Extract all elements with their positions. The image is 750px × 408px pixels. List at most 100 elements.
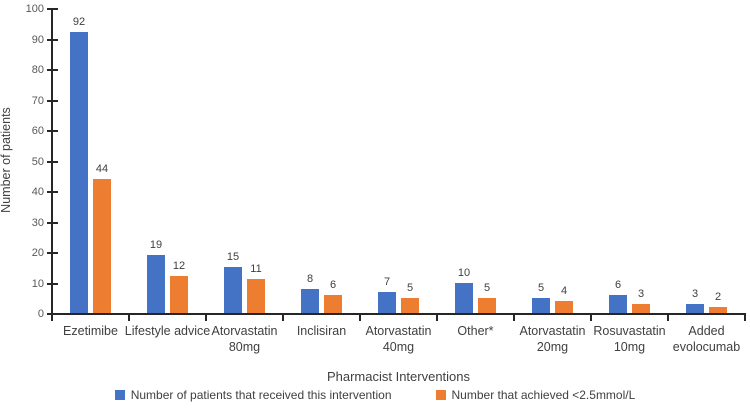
bar-value-label: 3 — [637, 287, 645, 300]
bar — [93, 178, 111, 313]
legend: Number of patients that received this in… — [0, 388, 750, 402]
y-axis-tick — [47, 130, 58, 132]
bar-group: 5 — [478, 282, 496, 313]
category-label-line: Added — [688, 324, 725, 338]
bar-value-label: 10 — [457, 266, 471, 279]
y-axis-tick-label: 0 — [37, 308, 44, 320]
bar-group: 92 — [70, 16, 88, 313]
bar — [686, 303, 704, 313]
bar-group: 2 — [709, 291, 727, 313]
bar — [632, 303, 650, 313]
y-axis-tick — [47, 8, 58, 10]
bar-value-label: 44 — [95, 162, 109, 175]
category-label: Lifestyle advice — [125, 323, 210, 339]
x-axis-line — [52, 313, 746, 315]
y-axis-tick-label: 70 — [31, 95, 44, 107]
bar-group: 7 — [378, 276, 396, 313]
category-label-line: Ezetimibe — [63, 324, 118, 338]
bar-value-label: 4 — [560, 284, 568, 297]
y-axis-tick-label: 50 — [31, 156, 44, 168]
bar — [609, 294, 627, 313]
bar-group: 5 — [401, 282, 419, 313]
y-axis-tick — [47, 252, 58, 254]
legend-item: Number of patients that received this in… — [114, 388, 392, 402]
category-label-line: Other* — [457, 324, 494, 338]
bar-group: 19 — [147, 239, 165, 313]
legend-label: Number that achieved <2.5mmol/L — [451, 388, 636, 402]
bar-group: 10 — [455, 266, 473, 313]
bar — [301, 288, 319, 313]
y-axis-tick — [47, 191, 58, 193]
category-label-line: 10mg — [613, 340, 646, 354]
bar — [478, 297, 496, 313]
legend-swatch — [435, 390, 446, 400]
category-label-line: 40mg — [382, 340, 415, 354]
legend-swatch — [114, 390, 125, 400]
category-group: 92 44 — [52, 8, 129, 313]
y-axis-tick-label: 80 — [31, 64, 44, 76]
x-axis-tick — [205, 315, 207, 321]
x-axis-tick — [590, 315, 592, 321]
x-axis-title: Pharmacist Interventions — [326, 369, 471, 384]
category-label: Atorvastatin 80mg — [206, 323, 283, 355]
y-axis-tick-label: 40 — [31, 186, 44, 198]
y-axis-tick — [47, 39, 58, 41]
category-label-line: Atorvastatin — [519, 324, 586, 338]
x-axis-tick — [513, 315, 515, 321]
x-axis-tick — [359, 315, 361, 321]
category-label: Atorvastatin 20mg — [514, 323, 591, 355]
bar-value-label: 6 — [329, 278, 337, 291]
category-label-line: Atorvastatin — [365, 324, 432, 338]
x-axis-tick — [128, 315, 130, 321]
bar — [455, 282, 473, 313]
bar — [709, 306, 727, 313]
bar — [532, 297, 550, 313]
x-axis-tick — [436, 315, 438, 321]
y-axis-tick-label: 100 — [25, 3, 44, 15]
bar — [224, 267, 242, 313]
bar-value-label: 12 — [172, 260, 186, 273]
y-axis-tick-label: 90 — [31, 34, 44, 46]
y-axis-tick — [47, 283, 58, 285]
bar-group: 44 — [93, 163, 111, 313]
bar-value-label: 5 — [406, 281, 414, 294]
legend-item: Number that achieved <2.5mmol/L — [435, 388, 636, 402]
category-label: Ezetimibe — [52, 323, 129, 339]
category-label-line: Rosuvastatin — [593, 324, 666, 338]
bar-value-label: 11 — [250, 263, 262, 276]
category-label-line: Atorvastatin — [211, 324, 278, 338]
bar-value-label: 19 — [149, 239, 163, 252]
bar-group: 6 — [324, 279, 342, 313]
bar-group: 11 — [247, 263, 265, 313]
bar — [401, 297, 419, 313]
y-axis-tick — [47, 313, 58, 315]
bar — [378, 291, 396, 313]
category-label: Atorvastatin 40mg — [360, 323, 437, 355]
bar — [170, 276, 188, 313]
bar-group: 15 — [224, 251, 242, 313]
category-label-line: 20mg — [536, 340, 569, 354]
y-axis-tick — [47, 222, 58, 224]
y-axis-tick-label: 10 — [31, 278, 44, 290]
y-axis-tick-label: 30 — [31, 217, 44, 229]
category-label: Inclisiran — [283, 323, 360, 339]
category-label-line: Lifestyle advice — [124, 324, 211, 338]
category-label-line: Inclisiran — [296, 324, 347, 338]
y-axis-tick — [47, 100, 58, 102]
bar-value-label: 7 — [383, 275, 391, 288]
category-group: 10 5 — [437, 8, 514, 313]
category-label-line: evolocumab — [672, 340, 741, 354]
y-axis-tick — [47, 69, 58, 71]
bar-group: 5 — [532, 282, 550, 313]
category-label: Rosuvastatin 10mg — [591, 323, 668, 355]
category-group: 19 12 — [129, 8, 206, 313]
bar-group: 3 — [632, 288, 650, 313]
y-axis-tick-label: 60 — [31, 125, 44, 137]
legend-label: Number of patients that received this in… — [130, 388, 392, 402]
bar-value-label: 5 — [483, 281, 491, 294]
bar-value-label: 2 — [714, 290, 722, 303]
